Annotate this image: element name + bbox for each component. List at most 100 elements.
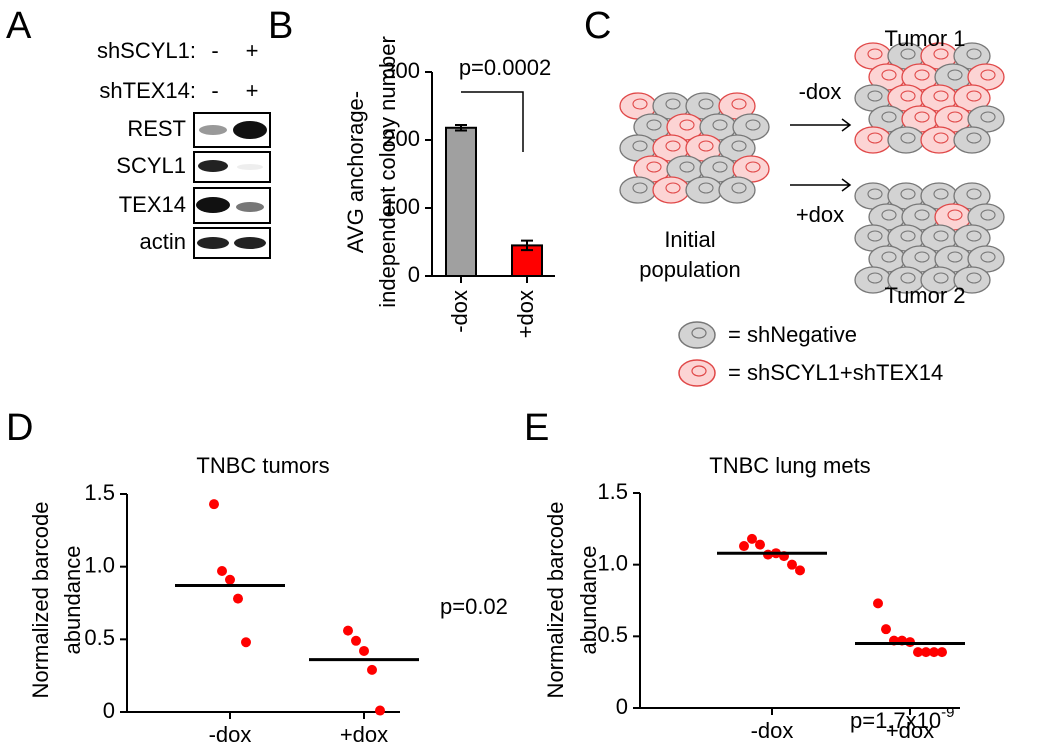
chart-title: TNBC tumors <box>196 453 329 478</box>
nucleus <box>933 230 949 242</box>
nucleus <box>632 140 648 152</box>
legend-nucleus <box>691 365 707 377</box>
cell <box>854 126 892 154</box>
point <box>913 647 923 658</box>
y-tick-label: 0 <box>616 694 628 719</box>
error-bar <box>455 124 467 132</box>
lane-sign: - <box>211 78 218 103</box>
condition-label: shTEX14: <box>99 78 196 103</box>
nucleus <box>881 209 897 221</box>
nucleus <box>646 161 662 173</box>
x-tick-label: +dox <box>513 290 538 338</box>
lane-sign: + <box>246 78 259 103</box>
nucleus <box>698 98 714 110</box>
point <box>351 635 361 646</box>
nucleus <box>867 48 883 60</box>
nucleus <box>966 48 982 60</box>
band <box>199 125 227 135</box>
condition-label: shSCYL1: <box>97 38 196 63</box>
nucleus <box>881 111 897 123</box>
legend-cell <box>678 321 716 349</box>
nucleus <box>933 48 949 60</box>
band <box>236 202 264 212</box>
band <box>234 237 266 249</box>
y-axis-label: independent colony number <box>375 36 400 308</box>
initial-label: Initial <box>664 227 715 252</box>
point <box>873 598 883 609</box>
point <box>755 539 765 550</box>
cell <box>619 176 657 204</box>
point <box>795 565 805 576</box>
legend-nucleus <box>691 327 707 339</box>
x-tick-label: +dox <box>886 718 934 743</box>
nucleus <box>933 132 949 144</box>
y-tick-label: 300 <box>383 58 420 83</box>
annotation: p=0.02 <box>440 594 508 619</box>
nucleus <box>900 48 916 60</box>
nucleus <box>980 209 996 221</box>
nucleus <box>679 119 695 131</box>
point <box>241 637 251 648</box>
treatment-label: -dox <box>799 79 842 104</box>
panel-label: B <box>268 5 293 47</box>
nucleus <box>712 161 728 173</box>
nucleus <box>867 188 883 200</box>
nucleus <box>665 182 681 194</box>
arrow <box>790 118 852 132</box>
tumor-label: Tumor 1 <box>884 26 965 51</box>
x-tick-label: -dox <box>447 290 472 333</box>
nucleus <box>665 140 681 152</box>
nucleus <box>966 230 982 242</box>
nucleus <box>867 272 883 284</box>
point <box>921 647 931 658</box>
y-axis-label: AVG anchorage- <box>343 91 368 253</box>
nucleus <box>914 69 930 81</box>
nucleus <box>698 182 714 194</box>
point <box>217 566 227 577</box>
x-tick-label: -dox <box>209 722 252 743</box>
y-tick-label: 100 <box>383 194 420 219</box>
y-tick-label: 0.5 <box>597 622 628 647</box>
y-tick-label: 0 <box>408 262 420 287</box>
band <box>237 164 263 170</box>
point <box>937 647 947 658</box>
nucleus <box>900 90 916 102</box>
nucleus <box>947 251 963 263</box>
band <box>198 160 228 172</box>
nucleus <box>745 119 761 131</box>
point <box>929 647 939 658</box>
y-tick-label: 200 <box>383 126 420 151</box>
band <box>196 197 230 213</box>
lane-sign: + <box>246 38 259 63</box>
cell <box>652 176 690 204</box>
bands <box>196 121 267 249</box>
nucleus <box>679 161 695 173</box>
nucleus <box>966 188 982 200</box>
cell <box>718 176 756 204</box>
panel-label: D <box>6 407 33 449</box>
point <box>209 499 219 510</box>
legend-label: = shNegative <box>728 322 857 347</box>
annotation-text: p=0.02 <box>440 594 508 619</box>
nucleus <box>646 119 662 131</box>
point <box>367 664 377 675</box>
annotation: p=1.7x10-9 <box>850 704 954 733</box>
point <box>375 705 385 716</box>
nucleus <box>947 111 963 123</box>
point <box>233 593 243 604</box>
nucleus <box>731 140 747 152</box>
initial-label: population <box>639 257 741 282</box>
annotation-superscript: -9 <box>941 704 954 721</box>
band-label: SCYL1 <box>116 153 186 178</box>
legend-label: = shSCYL1+shTEX14 <box>728 360 943 385</box>
band <box>233 121 267 139</box>
nucleus <box>947 69 963 81</box>
nucleus <box>966 132 982 144</box>
annotation-text: p=1.7x10 <box>850 708 941 733</box>
x-tick-label: -dox <box>751 718 794 743</box>
lane-sign: - <box>211 38 218 63</box>
nucleus <box>980 251 996 263</box>
annotation: p=0.0002 <box>459 55 551 80</box>
nucleus <box>980 111 996 123</box>
cell-clusters <box>619 42 1005 294</box>
